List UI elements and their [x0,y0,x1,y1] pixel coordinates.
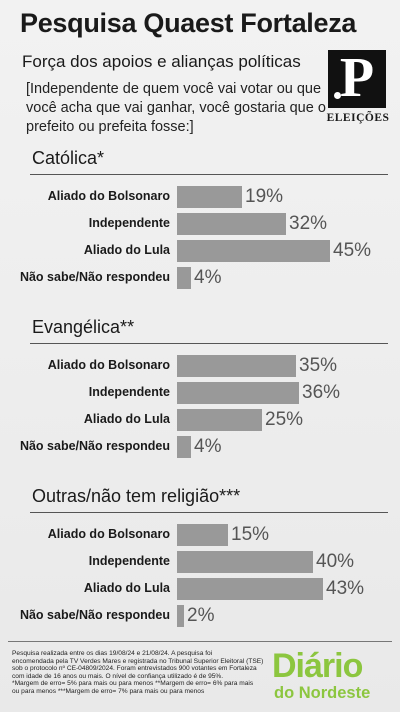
footnote-line: Pesquisa realizada entre os dias 19/08/2… [12,650,213,657]
bar-value-label: 43% [326,578,365,599]
footnote-line: sob o protocolo nº CE-04809/2024. Foram … [12,665,257,673]
bar-label: Não sabe/Não respondeu [19,439,170,453]
logo-letter: P [339,47,375,109]
bar-row: Aliado do Lula 25% [0,409,400,433]
bar-row: Aliado do Lula 43% [0,578,400,602]
footnote-line: ou para menos ***Margem de erro= 7% para… [12,687,205,695]
group-title: Católica* [32,148,105,168]
bar-label: Aliado do Bolsonaro [47,189,170,203]
bar-row: Independente 40% [0,551,400,575]
bar-value-label: 2% [187,605,215,626]
bar [177,436,191,458]
bar-value-label: 40% [316,551,355,572]
bar [177,240,330,262]
bar-label: Aliado do Lula [83,412,170,426]
bar-value-label: 45% [333,240,372,261]
bar-row: Não sabe/Não respondeu 4% [0,436,400,460]
bar-row: Independente 36% [0,382,400,406]
brand-subname: do Nordeste [274,684,371,702]
footnote-line: *Margem de erro= 5% para mais ou para me… [12,680,254,688]
bar-row: Não sabe/Não respondeu 4% [0,267,400,291]
group-divider [30,343,388,344]
subtitle: Força dos apoios e alianças políticas [22,52,301,71]
footnote-line: encomendada pela TV Verdes Mares e regis… [12,657,264,665]
bar [177,382,299,404]
bar [177,186,242,208]
group-divider [30,512,388,513]
eleicoes-logo: P [328,47,386,109]
bar [177,213,286,235]
bar-value-label: 4% [194,267,222,288]
bar-value-label: 32% [289,213,328,234]
question-text: [Independente de quem você vai votar ou … [26,81,326,135]
bar-label: Independente [88,554,170,568]
footnote: Pesquisa realizada entre os dias 19/08/2… [12,650,274,696]
bar-value-label: 4% [194,436,222,457]
bar-label: Aliado do Lula [83,243,170,257]
bar-label: Independente [88,385,170,399]
bar-value-label: 19% [245,186,284,207]
bar-label: Aliado do Bolsonaro [47,358,170,372]
logo-label: ELEIÇÕES [326,112,390,124]
group-title: Outras/não tem religião*** [32,486,241,506]
bar-label: Não sabe/Não respondeu [19,608,170,622]
bar-row: Aliado do Bolsonaro 15% [0,524,400,548]
bar-label: Aliado do Lula [83,581,170,595]
bar-value-label: 36% [302,382,341,403]
bar-value-label: 25% [265,409,304,430]
footnote-line: com idade de 16 anos ou mais. O nível de… [12,672,224,680]
bar-row: Independente 32% [0,213,400,237]
bar-row: Não sabe/Não respondeu 2% [0,605,400,629]
bar [177,267,191,289]
bar-value-label: 15% [231,524,270,545]
bar-row: Aliado do Lula 45% [0,240,400,264]
group-divider [30,174,388,175]
bar-row: Aliado do Bolsonaro 19% [0,186,400,210]
brand-name: Diário [272,647,363,685]
bar [177,524,228,546]
bar [177,355,296,377]
bar [177,578,323,600]
logo-dot-icon [334,92,341,99]
bar-value-label: 35% [299,355,338,376]
bar-label: Aliado do Bolsonaro [47,527,170,541]
title: Pesquisa Quaest Fortaleza [20,8,357,38]
footer-rule [8,641,392,642]
bar [177,409,262,431]
bar [177,551,313,573]
group-title: Evangélica** [32,317,135,337]
bar-label: Independente [88,216,170,230]
bar [177,605,184,627]
bar-row: Aliado do Bolsonaro 35% [0,355,400,379]
bar-label: Não sabe/Não respondeu [19,270,170,284]
